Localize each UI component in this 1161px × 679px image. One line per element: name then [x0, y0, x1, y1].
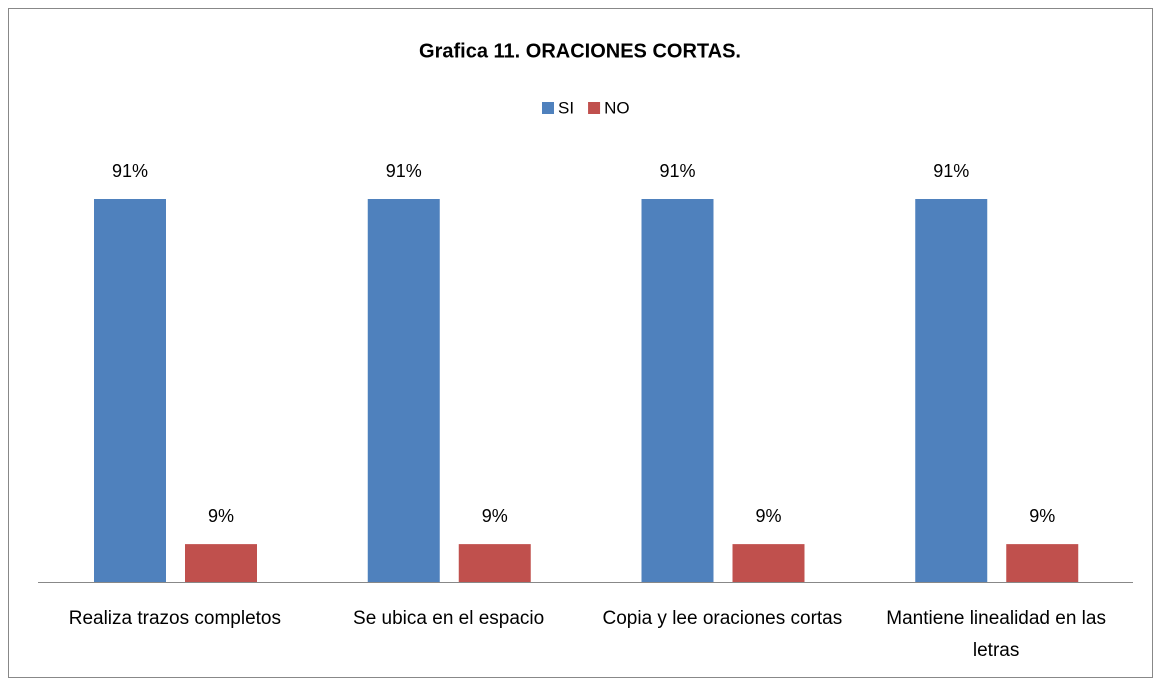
x-tick-label: Realiza trazos completos: [68, 608, 281, 629]
data-label: 91%: [659, 161, 695, 181]
bar: [1006, 544, 1079, 582]
data-label: 91%: [933, 161, 969, 181]
bar: [94, 199, 166, 582]
data-label: 9%: [208, 506, 234, 526]
data-label: 9%: [1029, 506, 1055, 526]
data-label: 91%: [386, 161, 422, 181]
bar: [732, 544, 805, 582]
legend-label: SI: [558, 98, 574, 117]
bar: [367, 199, 440, 582]
legend-label: NO: [604, 98, 630, 117]
data-label: 91%: [112, 161, 148, 181]
bar: [915, 199, 988, 582]
bar: [641, 199, 714, 582]
data-label: 9%: [482, 506, 508, 526]
x-tick-label: Mantiene linealidad en las letras: [886, 608, 1106, 661]
chart-title: Grafica 11. ORACIONES CORTAS.: [419, 40, 741, 62]
x-tick-label: Se ubica en el espacio: [353, 608, 545, 629]
data-label: 9%: [755, 506, 781, 526]
bar: [185, 544, 257, 582]
legend-swatch: [588, 102, 601, 114]
legend-swatch: [542, 102, 554, 114]
x-tick-label: Copia y lee oraciones cortas: [602, 608, 843, 629]
bar: [458, 544, 531, 582]
